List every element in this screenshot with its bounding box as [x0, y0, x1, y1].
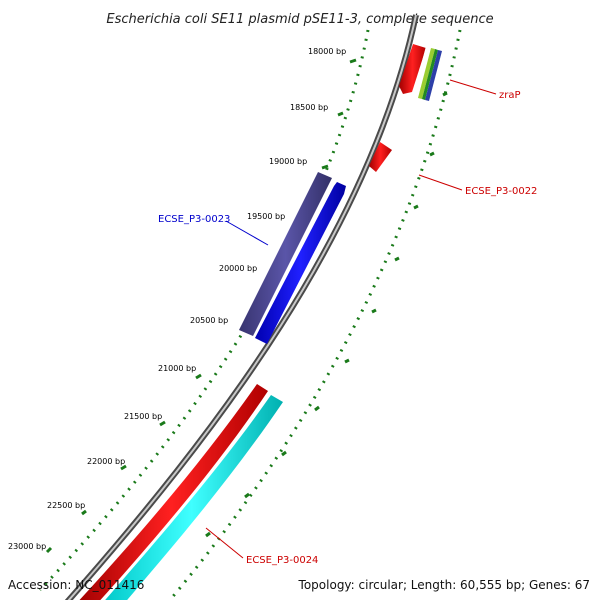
inner-tick-ring [168, 29, 462, 600]
tick-label: 19500 bp [247, 212, 285, 221]
ecse-p3-0024-leader-line [205, 527, 244, 559]
tick-labels: 18000 bp 18500 bp 19000 bp 19500 bp 2000… [8, 47, 346, 551]
gene-feature-ecse-p3-0022[interactable] [369, 142, 392, 172]
gene-feature-ecse-p3-0024-cyan[interactable] [100, 395, 283, 600]
accession-text: Accession: NC_011416 [8, 578, 145, 592]
tick-label: 20500 bp [190, 316, 228, 325]
tick-label: 18000 bp [308, 47, 346, 56]
gene-feature-ecse-p3-0024-red[interactable] [74, 384, 268, 600]
tick-label: 22000 bp [87, 457, 125, 466]
tick-label: 18500 bp [290, 103, 328, 112]
gene-feature-small-1 [418, 48, 435, 99]
gene-feature-zrap[interactable] [399, 44, 426, 94]
gene-feature-zrap-strand [413, 46, 431, 98]
ecse-p3-0022-leader-line [418, 174, 463, 191]
backbone-arc [64, 14, 419, 600]
topology-summary: Topology: circular; Length: 60,555 bp; G… [298, 578, 590, 592]
tick-label: 23000 bp [8, 542, 46, 551]
gene-feature-small-3 [425, 50, 442, 101]
tick-label: 22500 bp [47, 501, 85, 510]
tick-label: 21500 bp [124, 412, 162, 421]
gene-feature-ecse-p3-0023[interactable] [255, 182, 346, 344]
gene-feature-small-2 [422, 49, 438, 100]
map-title: Escherichia coli SE11 plasmid pSE11-3, c… [106, 12, 493, 27]
gene-label-zrap[interactable]: zraP [499, 90, 521, 101]
tick-label: 21000 bp [158, 364, 196, 373]
gene-label-ecse-p3-0024[interactable]: ECSE_P3-0024 [246, 555, 318, 566]
inner-major-ticks [205, 91, 448, 538]
ecse-p3-0023-leader-line [225, 220, 269, 246]
tick-label: 20000 bp [219, 264, 257, 273]
gene-label-ecse-p3-0023[interactable]: ECSE_P3-0023 [158, 214, 230, 225]
gene-feature-purple[interactable] [239, 172, 332, 336]
gene-label-ecse-p3-0022[interactable]: ECSE_P3-0022 [465, 186, 537, 197]
tick-label: 19000 bp [269, 157, 307, 166]
zrap-leader-line [449, 79, 497, 95]
